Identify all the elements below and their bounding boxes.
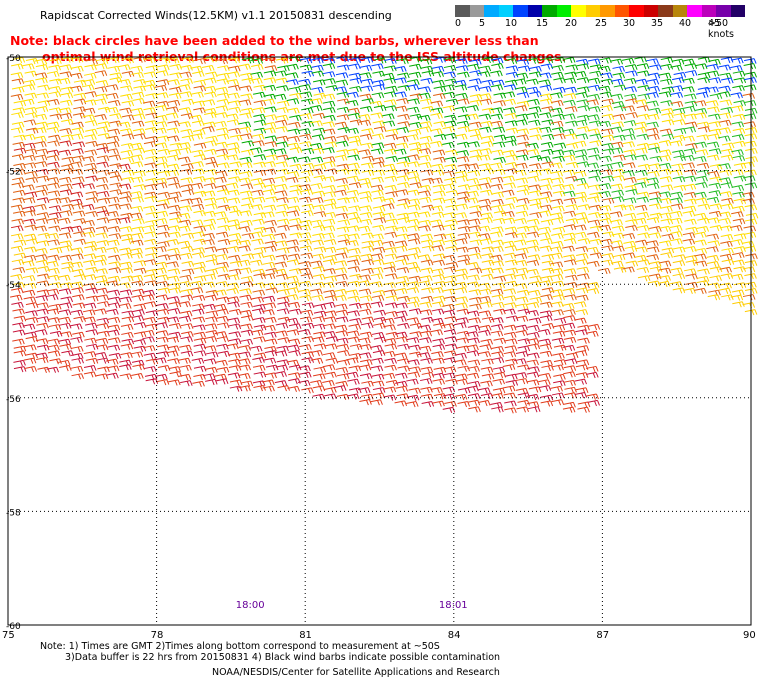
legend-swatch [672,5,687,17]
footer-credit: NOAA/NESDIS/Center for Satellite Applica… [212,667,500,678]
legend-label: 40 [679,18,692,29]
legend-color-bar [455,5,745,17]
footer-note-2: 3)Data buffer is 22 hrs from 20150831 4)… [65,652,501,663]
latitude-label: -50 [6,54,21,64]
legend-swatch [701,5,716,17]
legend-swatch [498,5,513,17]
footer-note-1: Note: 1) Times are GMT 2)Times along bot… [40,641,440,652]
latitude-label: -58 [6,508,21,518]
legend-label: 35 [651,18,664,29]
longitude-label: 87 [596,630,609,641]
longitude-label: 90 [743,630,756,641]
legend-swatch [643,5,658,17]
legend-swatch [687,5,702,17]
latitude-label: -52 [6,168,21,178]
legend-swatch [455,5,470,17]
legend-label: 30 [623,18,636,29]
legend-label: 45 [708,18,721,29]
legend-swatch [469,5,484,17]
legend-label: 20 [565,18,578,29]
map-title: Rapidscat Corrected Winds(12.5KM) v1.1 2… [40,9,392,22]
legend-swatch [585,5,600,17]
legend-swatch [716,5,731,17]
longitude-label: 84 [448,630,461,641]
legend-label: >50 knots [708,18,735,40]
time-label: 18:01 [439,600,468,611]
legend-swatch [730,5,745,17]
legend-swatch [513,5,528,17]
wind-speed-legend: 0 5 10 15 20 25 30 35 40 45 >50 knots [455,5,745,40]
map-frame [7,56,752,626]
wind-barbs [9,56,759,414]
longitude-label: 75 [2,630,15,641]
legend-label: 15 [536,18,549,29]
legend-swatch [614,5,629,17]
legend-swatch [556,5,571,17]
axis-labels: 75 78 81 84 87 90 -50 -52 -54 -56 -58 -60 18:00 18:01 [2,54,756,641]
longitude-label: 78 [151,630,164,641]
latitude-label: -60 [6,622,21,632]
time-label: 18:00 [236,600,265,611]
legend-swatch [629,5,644,17]
longitude-label: 81 [299,630,312,641]
legend-swatch [484,5,499,17]
legend-swatch [527,5,542,17]
legend-swatch [571,5,586,17]
legend-label: 25 [595,18,608,29]
latitude-label: -54 [6,281,21,291]
legend-label: 0 [455,18,462,29]
latitude-label: -56 [6,395,21,405]
legend-label: 5 [479,18,486,29]
note-line-1: Note: black circles have been added to t… [10,33,539,48]
legend-swatch [600,5,615,17]
legend-swatch [542,5,557,17]
grid-lines [8,57,751,625]
legend-labels: 0 5 10 15 20 25 30 35 40 45 >50 knots [455,17,745,40]
legend-label: 10 [505,18,518,29]
legend-swatch [658,5,673,17]
